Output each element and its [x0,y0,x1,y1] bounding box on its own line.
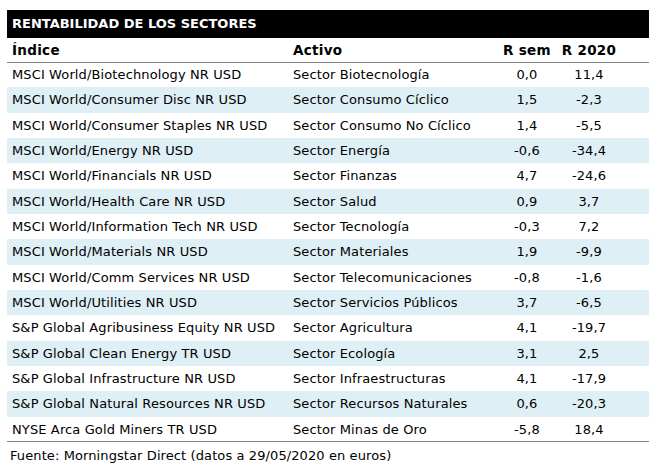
cell-activo: Sector Infraestructuras [288,366,497,391]
cell-indice: MSCI World/Materials NR USD [7,239,288,264]
cell-r2020: -20,3 [557,391,621,416]
source-note: Fuente: Morningstar Direct (datos a 29/0… [7,442,649,463]
table-row: MSCI World/Utilities NR USDSector Servic… [7,290,649,315]
table-row: MSCI World/Materials NR USDSector Materi… [7,239,649,264]
table-header: Índice Activo R sem R 2020 [7,38,649,62]
table-row: MSCI World/Energy NR USDSector Energía-0… [7,138,649,163]
cell-r2020: -1,6 [557,265,621,290]
cell-activo: Sector Minas de Oro [288,417,497,442]
table-row: MSCI World/Biotechnology NR USDSector Bi… [7,62,649,87]
table-row: MSCI World/Financials NR USDSector Finan… [7,163,649,188]
cell-activo: Sector Materiales [288,239,497,264]
cell-activo: Sector Servicios Públicos [288,290,497,315]
cell-activo: Sector Biotecnología [288,62,497,87]
cell-r2020: -24,6 [557,163,621,188]
cell-r2020: 7,2 [557,214,621,239]
table-row: S&P Global Natural Resources NR USDSecto… [7,391,649,416]
cell-activo: Sector Finanzas [288,163,497,188]
cell-indice: MSCI World/Consumer Disc NR USD [7,87,288,112]
table-body: MSCI World/Biotechnology NR USDSector Bi… [7,62,649,442]
cell-indice: S&P Global Infrastructure NR USD [7,366,288,391]
cell-r2020: -2,3 [557,87,621,112]
cell-activo: Sector Consumo No Cíclico [288,113,497,138]
cell-rsem: 0,0 [497,62,557,87]
cell-rsem: 1,5 [497,87,557,112]
cell-indice: S&P Global Agribusiness Equity NR USD [7,315,288,340]
table-row: MSCI World/Comm Services NR USDSector Te… [7,265,649,290]
cell-r2020: -17,9 [557,366,621,391]
table-row: S&P Global Agribusiness Equity NR USDSec… [7,315,649,340]
cell-rsem: 4,7 [497,163,557,188]
cell-r2020: -9,9 [557,239,621,264]
cell-r2020: -19,7 [557,315,621,340]
cell-activo: Sector Ecología [288,341,497,366]
cell-indice: MSCI World/Biotechnology NR USD [7,62,288,87]
cell-activo: Sector Consumo Cíclico [288,87,497,112]
cell-rsem: 4,1 [497,366,557,391]
report-title: RENTABILIDAD DE LOS SECTORES [7,10,649,38]
cell-indice: MSCI World/Energy NR USD [7,138,288,163]
cell-rsem: -0,6 [497,138,557,163]
cell-indice: MSCI World/Comm Services NR USD [7,265,288,290]
cell-activo: Sector Tecnología [288,214,497,239]
cell-indice: MSCI World/Health Care NR USD [7,189,288,214]
cell-rsem: 4,1 [497,315,557,340]
cell-rsem: 0,9 [497,189,557,214]
table-row: NYSE Arca Gold Miners TR USDSector Minas… [7,417,649,442]
cell-indice: MSCI World/Utilities NR USD [7,290,288,315]
cell-activo: Sector Telecomunicaciones [288,265,497,290]
cell-activo: Sector Recursos Naturales [288,391,497,416]
cell-rsem: 1,9 [497,239,557,264]
cell-indice: S&P Global Clean Energy TR USD [7,341,288,366]
cell-indice: MSCI World/Information Tech NR USD [7,214,288,239]
cell-indice: NYSE Arca Gold Miners TR USD [7,417,288,442]
table-row: MSCI World/Health Care NR USDSector Salu… [7,189,649,214]
cell-r2020: 2,5 [557,341,621,366]
cell-rsem: 1,4 [497,113,557,138]
cell-r2020: 18,4 [557,417,621,442]
table-row: S&P Global Infrastructure NR USDSector I… [7,366,649,391]
sectors-table: Índice Activo R sem R 2020 MSCI World/Bi… [7,38,649,442]
sectors-report: RENTABILIDAD DE LOS SECTORES Índice Acti… [7,10,649,463]
cell-indice: MSCI World/Financials NR USD [7,163,288,188]
cell-rsem: 0,6 [497,391,557,416]
cell-activo: Sector Energía [288,138,497,163]
cell-indice: S&P Global Natural Resources NR USD [7,391,288,416]
cell-r2020: 11,4 [557,62,621,87]
table-row: MSCI World/Consumer Disc NR USDSector Co… [7,87,649,112]
cell-rsem: -5,8 [497,417,557,442]
table-row: MSCI World/Information Tech NR USDSector… [7,214,649,239]
cell-r2020: -34,4 [557,138,621,163]
cell-r2020: -6,5 [557,290,621,315]
cell-r2020: 3,7 [557,189,621,214]
cell-activo: Sector Agricultura [288,315,497,340]
table-row: S&P Global Clean Energy TR USDSector Eco… [7,341,649,366]
column-header-rsem: R sem [497,38,557,62]
cell-rsem: -0,3 [497,214,557,239]
cell-indice: MSCI World/Consumer Staples NR USD [7,113,288,138]
cell-rsem: 3,1 [497,341,557,366]
column-header-indice: Índice [7,38,288,62]
cell-activo: Sector Salud [288,189,497,214]
cell-rsem: -0,8 [497,265,557,290]
column-header-activo: Activo [288,38,497,62]
cell-r2020: -5,5 [557,113,621,138]
cell-rsem: 3,7 [497,290,557,315]
column-header-r2020: R 2020 [557,38,621,62]
table-row: MSCI World/Consumer Staples NR USDSector… [7,113,649,138]
